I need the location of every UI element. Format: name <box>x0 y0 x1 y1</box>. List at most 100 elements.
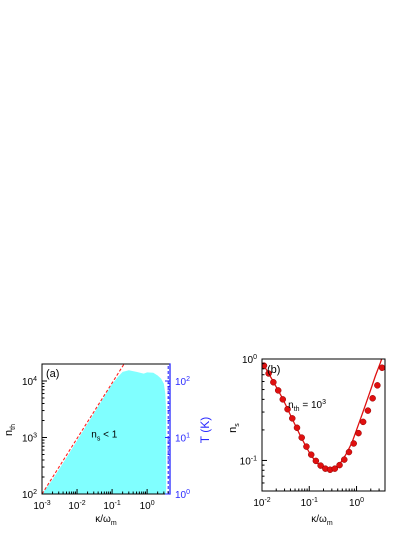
panel-b-marker-6 <box>289 415 296 422</box>
panel-a-y2tick-label-0: 100 <box>175 489 190 501</box>
panel-b-xtick-label-1-exp: -1 <box>312 497 318 504</box>
panel-a-xtick-label-3-exp: 0 <box>151 500 155 507</box>
panel-b-ytick-label-0: 10-1 <box>240 455 257 467</box>
panel-a-xtick-label-0-exp: -3 <box>44 500 50 507</box>
panel-b-plot-area <box>262 359 385 473</box>
panel-b-ytick-label-0-base: 10 <box>240 456 252 467</box>
panel-a-dashed-line-0 <box>42 364 125 494</box>
panel-a-ylabel-sub: th <box>10 424 17 430</box>
panel-a-ytick-label-0-base: 10 <box>22 490 34 501</box>
panel-a-annotation: ns < 1 <box>91 430 117 443</box>
panel-a-ytick-label-0-exp: 2 <box>33 489 37 496</box>
panel-a-ylabel-right: T (K) <box>198 417 212 443</box>
panel-a-xtick-label-1: 10-2 <box>68 500 85 512</box>
panel-b-xtick-label-0: 10-2 <box>253 497 270 509</box>
panel-a-y2tick-label-2: 102 <box>175 376 190 388</box>
panel-b-marker-9 <box>303 443 310 450</box>
panel-b-marker-23 <box>369 395 376 402</box>
panel-a-y2tick-label-1-exp: 1 <box>186 433 190 440</box>
panel-b-marker-8 <box>298 434 305 441</box>
panel-b-marker-4 <box>279 396 287 403</box>
panel-a-ytick-label-2: 104 <box>22 376 37 388</box>
panel-b-marker-18 <box>345 448 353 456</box>
panel-a-ytick-label-2-exp: 4 <box>33 376 37 383</box>
panel-b-xtick-label-0-exp: -2 <box>264 497 270 504</box>
panel-a-xtick-label-0: 10-3 <box>33 500 50 512</box>
panel-a-ytick-label-1-exp: 3 <box>33 433 37 440</box>
panel-b-annotation-sub: th <box>294 406 300 413</box>
panel-b-ylabel: ns <box>227 423 241 433</box>
panel-b-marker-10 <box>307 451 315 458</box>
panel-a-xlabel: κ/ωm <box>95 514 117 527</box>
panel-b-xtick-label-2: 100 <box>349 497 364 509</box>
panel-a-xtick-label-3-base: 10 <box>140 501 152 512</box>
panel-b-marker-7 <box>293 424 301 432</box>
panel-a-xlabel-sub: m <box>111 520 117 527</box>
panel-a-annotation-sub: s <box>97 436 101 443</box>
panel-b-marker-5 <box>284 405 291 413</box>
panel-a-plot-area <box>42 364 169 494</box>
panel-b-marker-11 <box>312 457 320 465</box>
panel-a-ylabel-main: n <box>3 430 15 436</box>
panel-b-annotation: nth = 103 <box>288 399 326 413</box>
panel-b-annotation-sup: 3 <box>322 399 326 406</box>
panel-a-ytick-label-2-base: 10 <box>22 377 34 388</box>
panel-a-y2tick-label-0-base: 10 <box>175 490 187 501</box>
panel-b-marker-21 <box>359 418 367 426</box>
panel-b-annotation-text: nth = 103 <box>288 399 326 413</box>
panel-b-xtick-label-2-exp: 0 <box>360 497 364 504</box>
panel-b-marker-19 <box>350 440 357 447</box>
panel-a-xtick-label-2-base: 10 <box>103 501 115 512</box>
panel-a-xlabel-main: κ/ω <box>95 514 111 525</box>
panel-a-ytick-label-1-base: 10 <box>22 434 34 445</box>
panel-b-marker-2 <box>270 379 277 386</box>
panel-b-xtick-label-1: 10-1 <box>301 497 318 509</box>
panel-a-label: (a) <box>46 368 59 380</box>
panel-a-y2tick-label-2-base: 10 <box>175 377 187 388</box>
panel-b-annotation-rest: = 10 <box>300 400 323 411</box>
panel-b-ytick-label-1-exp: 0 <box>253 354 257 361</box>
panel-b-marker-24 <box>374 382 381 389</box>
panel-a-y2tick-label-1: 101 <box>175 433 190 445</box>
panel-b-annotation-main: n <box>288 400 294 411</box>
panel-a-ytick-label-1: 103 <box>22 433 37 445</box>
panel-a-ytick-label-0: 102 <box>22 489 37 501</box>
panel-a-xtick-label-1-base: 10 <box>68 501 80 512</box>
panel-a-annotation-text: ns < 1 <box>91 430 117 443</box>
panel-b-ylabel-main: n <box>227 427 239 433</box>
panel-a-y2tick-label-0-exp: 0 <box>186 489 190 496</box>
panel-a-y2tick-label-2-exp: 2 <box>186 376 190 383</box>
panel-b-label: (b) <box>267 364 280 376</box>
panel-b-xtick-label-2-base: 10 <box>349 498 361 509</box>
panel-b-marker-22 <box>364 407 372 414</box>
panel-b-marker-16 <box>336 461 343 469</box>
panel-b-marker-17 <box>341 456 348 463</box>
panel-a-ylabel: nth <box>3 424 17 436</box>
panel-a-annotation-main: n <box>91 430 97 441</box>
panel-a-xtick-label-0-base: 10 <box>33 501 45 512</box>
panel-b-ytick-label-0-exp: -1 <box>251 455 257 462</box>
panel-b-xlabel-main: κ/ω <box>311 514 327 525</box>
panel-a-region <box>42 370 167 494</box>
panel-a-xtick-label-2: 10-1 <box>103 500 120 512</box>
panel-b-marker-1 <box>265 370 272 377</box>
panel-b-ytick-label-1-base: 10 <box>242 355 254 366</box>
panel-a-xtick-label-3: 100 <box>140 500 155 512</box>
panel-b-marker-12 <box>317 462 324 469</box>
panel-a-xtick-label-1-exp: -2 <box>79 500 85 507</box>
panel-b-marker-20 <box>355 429 362 437</box>
panel-a-y2tick-label-1-base: 10 <box>175 434 187 445</box>
panel-a-xtick-label-2-exp: -1 <box>115 500 121 507</box>
panel-b-xlabel-sub: m <box>327 520 333 527</box>
panel-b-marker-15 <box>331 465 339 472</box>
panel-b-xlabel: κ/ωm <box>311 514 333 527</box>
panel-b-xtick-label-1-base: 10 <box>301 498 313 509</box>
panel-b-marker-3 <box>274 387 282 394</box>
panel-a-annotation-rest: < 1 <box>100 430 117 441</box>
panel-b-xtick-label-0-base: 10 <box>253 498 265 509</box>
panel-b-ytick-label-1: 100 <box>242 354 257 366</box>
